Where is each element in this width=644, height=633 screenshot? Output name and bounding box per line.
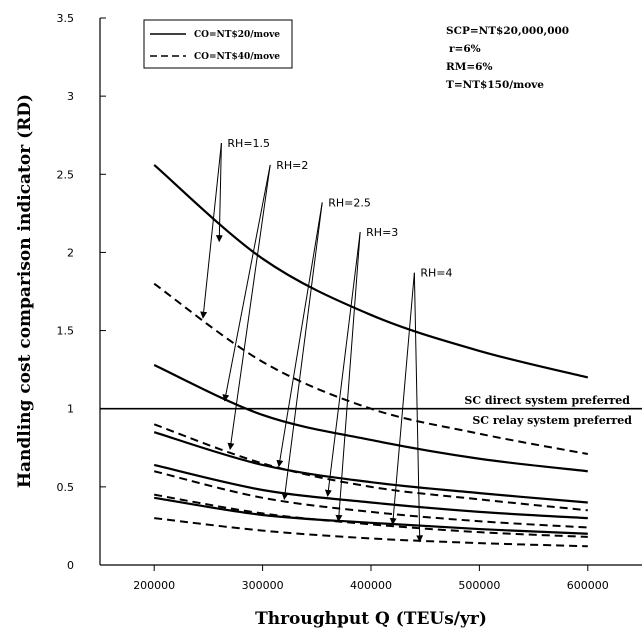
series-line-rh-3-solid bbox=[153, 463, 588, 520]
x-tick-label: 500000 bbox=[458, 579, 500, 592]
x-tick-label: 200000 bbox=[133, 579, 175, 592]
series-line-rh-2-5-solid bbox=[153, 431, 588, 504]
rh-annotation-label: RH=1.5 bbox=[227, 137, 270, 150]
y-tick-label: 3 bbox=[67, 90, 74, 103]
rh-annotation-arrow bbox=[281, 202, 323, 501]
y-tick-label: 2 bbox=[67, 246, 74, 259]
rh-annotation-arrow bbox=[222, 164, 271, 402]
rh-annotation-arrow bbox=[200, 142, 222, 319]
annotation-layer: RH=1.5 RH=2 RH=2.5 RH=3 RH=4 bbox=[200, 137, 453, 543]
rh-annotation-arrow bbox=[227, 164, 271, 451]
legend-box bbox=[143, 19, 293, 69]
param-rm: RM=6% bbox=[446, 61, 492, 73]
legend-entry-solid: CO=NT$20/move bbox=[194, 30, 280, 40]
series-line-rh-4-dashed bbox=[154, 517, 588, 548]
legend-entry-dashed: CO=NT$40/move bbox=[194, 52, 280, 62]
rh-annotation-arrow bbox=[215, 143, 223, 243]
y-axis-ticks: 0 0.5 1 1.5 2 2.5 3 3.5 bbox=[57, 12, 106, 572]
rh-annotation-arrow bbox=[335, 232, 361, 522]
series-line-rh-2-5-dashed bbox=[153, 470, 588, 529]
legend: CO=NT$20/move CO=NT$40/move bbox=[143, 19, 293, 69]
rh-annotation-arrow bbox=[324, 232, 361, 497]
y-tick-label: 1.5 bbox=[57, 325, 75, 338]
rh-annotation-label: RH=3 bbox=[366, 226, 398, 239]
x-axis-ticks: 200000 300000 400000 500000 600000 bbox=[133, 565, 609, 592]
rh-annotation-label: RH=2.5 bbox=[328, 196, 371, 209]
series-line-rh-4-solid bbox=[154, 496, 588, 535]
x-tick-label: 600000 bbox=[567, 579, 609, 592]
y-tick-label: 3.5 bbox=[57, 12, 75, 25]
direct-preferred-label: SC direct system preferred bbox=[464, 394, 630, 407]
y-tick-label: 1 bbox=[67, 403, 74, 416]
y-tick-label: 2.5 bbox=[57, 168, 75, 181]
y-tick-label: 0.5 bbox=[57, 481, 75, 494]
y-axis-title: Handling cost comparison indicator (RD) bbox=[15, 94, 35, 488]
series-line-rh-1-5-solid bbox=[153, 164, 589, 379]
series-line-rh-1-5-dashed bbox=[153, 282, 588, 456]
y-tick-label: 0 bbox=[67, 559, 74, 572]
series-line-rh-2-dashed bbox=[153, 423, 588, 512]
rh-annotation-arrow bbox=[276, 202, 323, 468]
rh-annotation-label: RH=2 bbox=[276, 159, 308, 172]
rh-annotation-label: RH=4 bbox=[420, 267, 452, 280]
param-scp: SCP=NT$20,000,000 bbox=[446, 25, 569, 37]
rh-annotation-arrow bbox=[389, 272, 415, 526]
x-tick-label: 300000 bbox=[242, 579, 284, 592]
parameter-block: SCP=NT$20,000,000 r=6% RM=6% T=NT$150/mo… bbox=[446, 25, 569, 91]
x-axis-title: Throughput Q (TEUs/yr) bbox=[255, 609, 487, 629]
param-r: r=6% bbox=[449, 43, 481, 55]
series-layer bbox=[153, 164, 589, 548]
relay-preferred-label: SC relay system preferred bbox=[472, 414, 632, 427]
x-tick-label: 400000 bbox=[350, 579, 392, 592]
param-t: T=NT$150/move bbox=[446, 79, 544, 91]
rh-annotation-arrow bbox=[413, 272, 424, 543]
